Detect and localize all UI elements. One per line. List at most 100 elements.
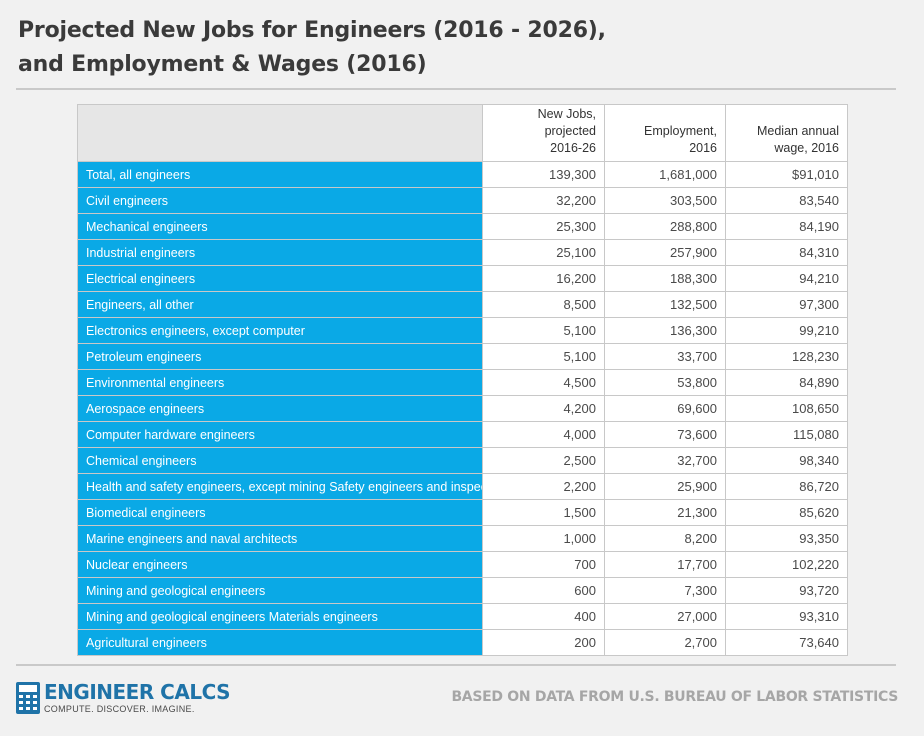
median-wage-cell: 84,890	[725, 369, 848, 396]
median-wage-cell: 97,300	[725, 291, 848, 318]
median-wage-cell: 86,720	[725, 473, 848, 500]
median-wage-cell: 84,310	[725, 239, 848, 266]
occupation-cell: Mining and geological engineers	[77, 577, 483, 604]
new-jobs-cell: 2,500	[482, 447, 605, 474]
header-new-jobs-line-2: 2016-26	[550, 141, 596, 155]
brand-name: ENGINEER CALCS	[44, 680, 231, 704]
table-row: Health and safety engineers, except mini…	[77, 473, 848, 500]
engineer-jobs-table: New Jobs, projected 2016-26 Employment, …	[77, 104, 848, 656]
median-wage-cell: 98,340	[725, 447, 848, 474]
table-row: Aerospace engineers 4,200 69,600 108,650	[77, 395, 848, 422]
table-row: Mining and geological engineers Material…	[77, 603, 848, 630]
table-row: Industrial engineers 25,100 257,900 84,310	[77, 239, 848, 266]
table-row: Mining and geological engineers 600 7,300 9…	[77, 577, 848, 604]
new-jobs-cell: 5,100	[482, 317, 605, 344]
employment-cell: 53,800	[604, 369, 726, 396]
employment-cell: 32,700	[604, 447, 726, 474]
title-line-2: and Employment & Wages (2016)	[18, 52, 427, 77]
occupation-cell: Total, all engineers	[77, 161, 483, 188]
header-employment-line-1: Employment,	[644, 124, 717, 138]
table-row: Chemical engineers 2,500 32,700 98,340	[77, 447, 848, 474]
median-wage-cell: 84,190	[725, 213, 848, 240]
employment-cell: 2,700	[604, 629, 726, 656]
median-wage-cell: 83,540	[725, 187, 848, 214]
table-row: Biomedical engineers 1,500 21,300 85,620	[77, 499, 848, 526]
table-body: Total, all engineers 139,300 1,681,000 $91,…	[77, 161, 848, 656]
employment-cell: 288,800	[604, 213, 726, 240]
new-jobs-cell: 1,500	[482, 499, 605, 526]
new-jobs-cell: 4,000	[482, 421, 605, 448]
occupation-cell: Nuclear engineers	[77, 551, 483, 578]
occupation-cell: Marine engineers and naval architects	[77, 525, 483, 552]
occupation-cell: Industrial engineers	[77, 239, 483, 266]
title-line-1: Projected New Jobs for Engineers (2016 -…	[18, 18, 606, 43]
new-jobs-cell: 32,200	[482, 187, 605, 214]
header-employment: Employment, 2016	[604, 104, 726, 162]
employment-cell: 7,300	[604, 577, 726, 604]
table-row: Marine engineers and naval architects 1,0…	[77, 525, 848, 552]
header-occupation	[77, 104, 483, 162]
new-jobs-cell: 400	[482, 603, 605, 630]
occupation-cell: Biomedical engineers	[77, 499, 483, 526]
table-row: Agricultural engineers 200 2,700 73,640	[77, 629, 848, 656]
employment-cell: 1,681,000	[604, 161, 726, 188]
page-title: Projected New Jobs for Engineers (2016 -…	[18, 14, 606, 82]
table-row: Computer hardware engineers 4,000 73,600 11…	[77, 421, 848, 448]
new-jobs-cell: 4,500	[482, 369, 605, 396]
occupation-cell: Engineers, all other	[77, 291, 483, 318]
median-wage-cell: 128,230	[725, 343, 848, 370]
new-jobs-cell: 200	[482, 629, 605, 656]
employment-cell: 27,000	[604, 603, 726, 630]
median-wage-cell: $91,010	[725, 161, 848, 188]
table-row: Petroleum engineers 5,100 33,700 128,230	[77, 343, 848, 370]
new-jobs-cell: 1,000	[482, 525, 605, 552]
employment-cell: 8,200	[604, 525, 726, 552]
table-row: Environmental engineers 4,500 53,800 84,890	[77, 369, 848, 396]
table-row: Mechanical engineers 25,300 288,800 84,190	[77, 213, 848, 240]
table-row: Civil engineers 32,200 303,500 83,540	[77, 187, 848, 214]
occupation-cell: Computer hardware engineers	[77, 421, 483, 448]
new-jobs-cell: 25,300	[482, 213, 605, 240]
employment-cell: 21,300	[604, 499, 726, 526]
new-jobs-cell: 8,500	[482, 291, 605, 318]
median-wage-cell: 108,650	[725, 395, 848, 422]
header-wage: Median annual wage, 2016	[725, 104, 848, 162]
median-wage-cell: 93,720	[725, 577, 848, 604]
median-wage-cell: 93,310	[725, 603, 848, 630]
occupation-cell: Health and safety engineers, except mini…	[77, 473, 483, 500]
calculator-icon	[16, 682, 40, 714]
table-header-row: New Jobs, projected 2016-26 Employment, …	[77, 104, 848, 162]
table-row: Total, all engineers 139,300 1,681,000 $91,…	[77, 161, 848, 188]
data-source-note: BASED ON DATA FROM U.S. BUREAU OF LABOR …	[451, 689, 898, 705]
median-wage-cell: 102,220	[725, 551, 848, 578]
employment-cell: 25,900	[604, 473, 726, 500]
new-jobs-cell: 2,200	[482, 473, 605, 500]
occupation-cell: Mining and geological engineers Material…	[77, 603, 483, 630]
employment-cell: 69,600	[604, 395, 726, 422]
top-divider	[16, 88, 896, 90]
occupation-cell: Electrical engineers	[77, 265, 483, 292]
occupation-cell: Aerospace engineers	[77, 395, 483, 422]
occupation-cell: Electronics engineers, except computer	[77, 317, 483, 344]
occupation-cell: Petroleum engineers	[77, 343, 483, 370]
new-jobs-cell: 5,100	[482, 343, 605, 370]
employment-cell: 132,500	[604, 291, 726, 318]
occupation-cell: Agricultural engineers	[77, 629, 483, 656]
new-jobs-cell: 700	[482, 551, 605, 578]
new-jobs-cell: 16,200	[482, 265, 605, 292]
occupation-cell: Environmental engineers	[77, 369, 483, 396]
new-jobs-cell: 600	[482, 577, 605, 604]
employment-cell: 136,300	[604, 317, 726, 344]
header-wage-line-1: Median annual	[756, 124, 839, 138]
brand-tagline: COMPUTE. DISCOVER. IMAGINE.	[44, 704, 195, 714]
header-wage-line-2: wage, 2016	[774, 141, 839, 155]
header-employment-line-2: 2016	[689, 141, 717, 155]
employment-cell: 303,500	[604, 187, 726, 214]
occupation-cell: Mechanical engineers	[77, 213, 483, 240]
table-row: Nuclear engineers 700 17,700 102,220	[77, 551, 848, 578]
median-wage-cell: 115,080	[725, 421, 848, 448]
employment-cell: 73,600	[604, 421, 726, 448]
median-wage-cell: 94,210	[725, 265, 848, 292]
header-new-jobs-line-1: New Jobs, projected	[537, 107, 596, 138]
bottom-divider	[16, 664, 896, 666]
